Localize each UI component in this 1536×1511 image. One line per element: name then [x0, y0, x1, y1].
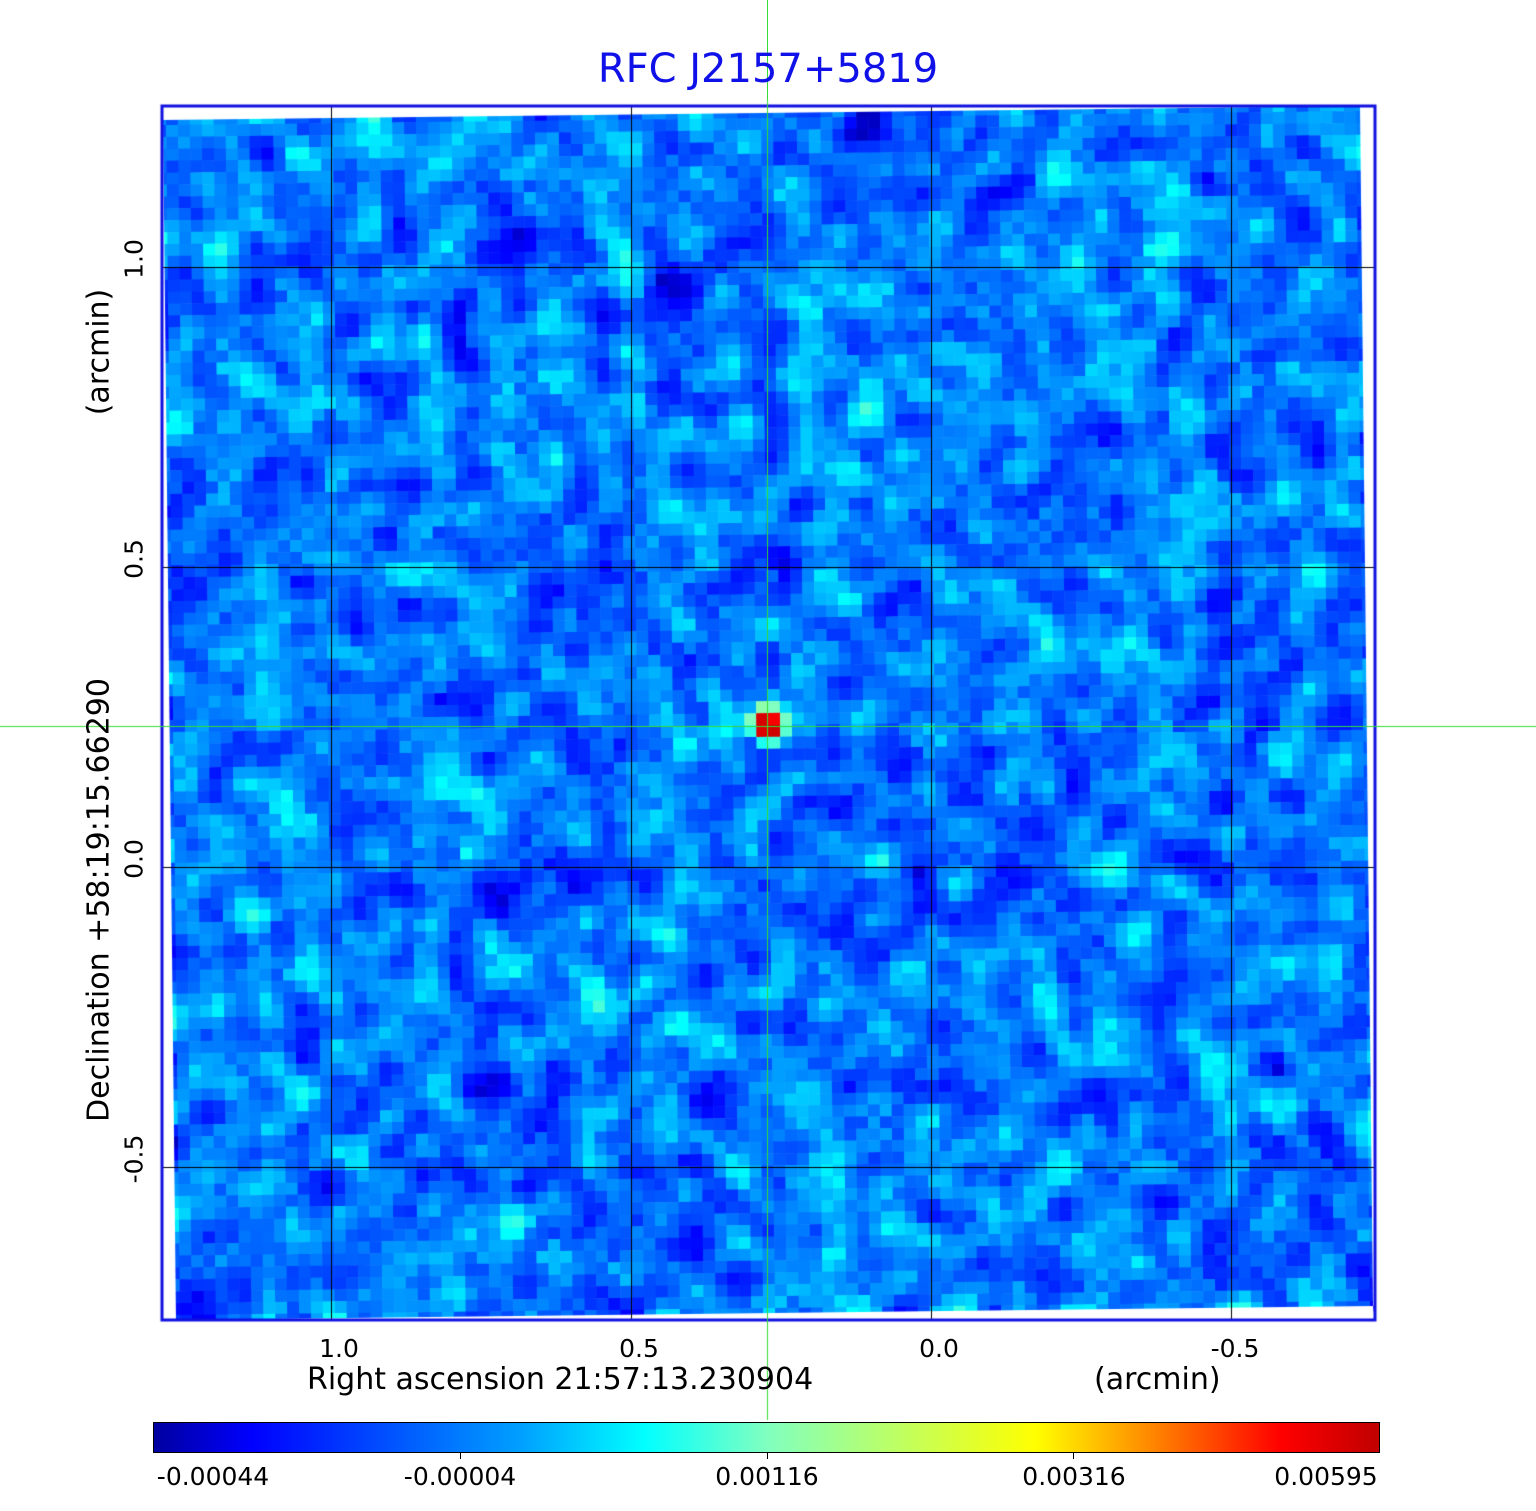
- x-tick-label: 0.0: [919, 1334, 959, 1363]
- x-axis-label: Right ascension 21:57:13.230904: [307, 1362, 814, 1397]
- colorbar-tick: [1073, 1453, 1075, 1459]
- y-tick-label: -0.5: [119, 1134, 149, 1184]
- crosshair-vertical-line: [767, 0, 768, 100]
- x-tick-label: 1.0: [319, 1334, 359, 1363]
- x-axis-unit: (arcmin): [1094, 1362, 1221, 1397]
- colorbar-tick-label: 0.00316: [1022, 1462, 1126, 1491]
- image-plot[interactable]: [0, 100, 1536, 1420]
- colorbar-tick: [766, 1453, 768, 1459]
- colorbar-tick: [459, 1453, 461, 1459]
- y-tick-label: 0.5: [119, 539, 149, 579]
- colorbar-tick-label: 0.00595: [1274, 1462, 1378, 1491]
- y-tick-label: 0.0: [119, 839, 149, 879]
- colorbar: [153, 1422, 1380, 1453]
- colorbar-tick-label: -0.00004: [403, 1462, 517, 1491]
- colorbar-tick-label: 0.00116: [715, 1462, 819, 1491]
- y-tick-label: 1.0: [119, 239, 149, 279]
- y-axis-unit: (arcmin): [81, 288, 117, 416]
- plot-title: RFC J2157+5819: [597, 46, 939, 92]
- y-axis-label: Declination +58:19:15.66290: [81, 678, 117, 1122]
- x-tick-label: -0.5: [1210, 1334, 1260, 1363]
- x-tick-label: 0.5: [619, 1334, 659, 1363]
- colorbar-tick-label: -0.00044: [156, 1462, 270, 1491]
